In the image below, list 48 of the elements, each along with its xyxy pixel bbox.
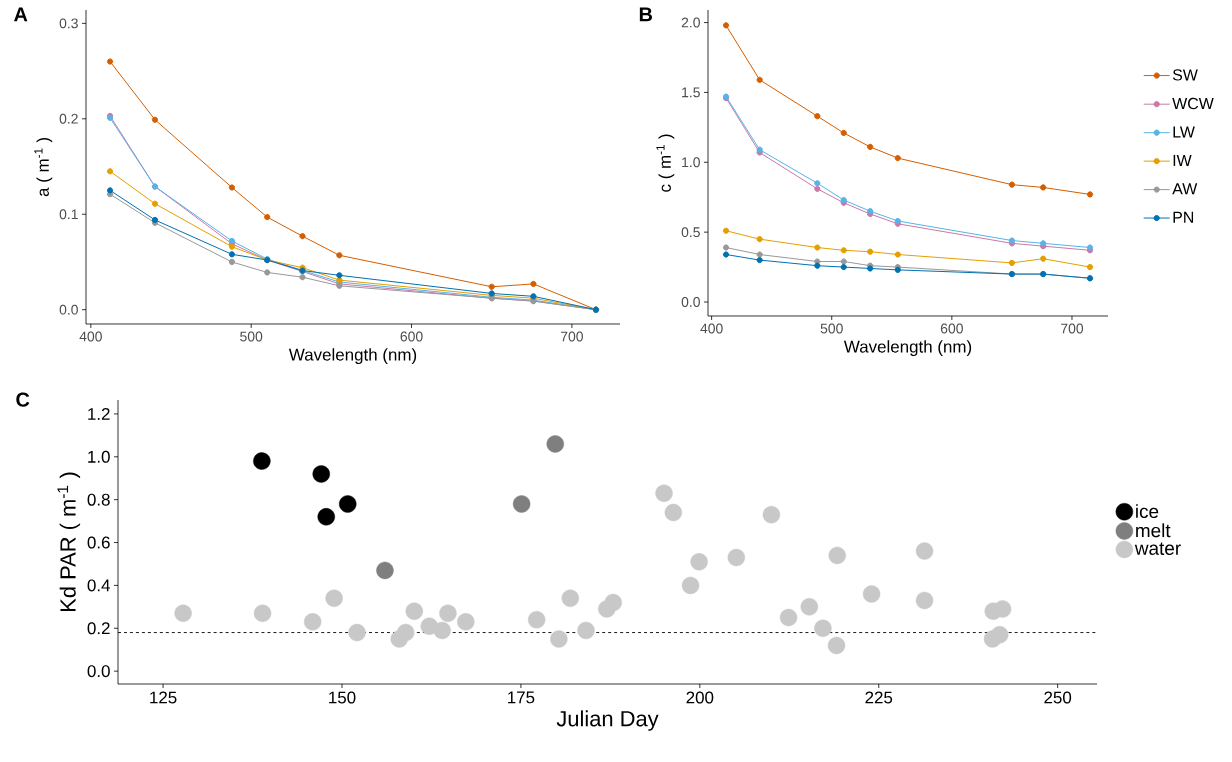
x-tick-label: 400 — [79, 331, 102, 342]
y-tick-label: 1.5 — [682, 87, 700, 98]
legend-label: ice — [1136, 504, 1159, 519]
y-axis-title: c ( m$^{-1}$ ) — [656, 134, 675, 192]
x-tick-label: 225 — [865, 691, 893, 704]
y-axis-title: a ( m$^{-1}$ ) — [34, 138, 53, 197]
y-tick-label: 0.0 — [87, 665, 110, 678]
legend-label: WCW — [1172, 97, 1214, 110]
y-tick-label: 0.4 — [87, 579, 110, 592]
legend-label: melt — [1136, 523, 1171, 538]
y-tick-label: 0.0 — [681, 297, 700, 307]
y-tick-label: 2.0 — [681, 17, 700, 28]
legend-label: IW — [1173, 154, 1192, 166]
x-tick-label: 250 — [1044, 691, 1072, 704]
x-tick-label: 700 — [1061, 323, 1084, 334]
y-tick-label: 0.2 — [59, 113, 78, 124]
x-tick-label: 500 — [820, 323, 843, 334]
legend-label: SW — [1172, 69, 1198, 81]
x-tick-label: 700 — [560, 331, 583, 342]
y-tick-label: 0.8 — [87, 493, 110, 506]
x-tick-label: 200 — [686, 691, 714, 704]
x-tick-label: 125 — [150, 691, 177, 704]
x-tick-label: 500 — [240, 331, 263, 342]
y-tick-label: 1.2 — [88, 408, 110, 420]
x-tick-label: 175 — [508, 691, 535, 704]
x-axis-title: Wavelength (nm) — [288, 348, 417, 365]
y-tick-label: 0.2 — [87, 622, 110, 635]
x-tick-label: 600 — [940, 323, 963, 334]
y-tick-label: 1.0 — [88, 450, 110, 463]
y-tick-label: 0.5 — [681, 227, 700, 238]
x-axis-title: Wavelength (nm) — [843, 340, 972, 357]
y-tick-label: 0.0 — [59, 304, 78, 315]
x-tick-label: 600 — [400, 331, 423, 342]
legend-label: water — [1134, 542, 1181, 555]
y-tick-label: 1.0 — [682, 157, 700, 168]
x-tick-label: 400 — [700, 323, 723, 334]
chart-title: B — [639, 7, 653, 22]
legend-label: PN — [1173, 211, 1194, 223]
chart-title: A — [14, 7, 28, 22]
x-axis-title: Julian Day — [556, 710, 659, 731]
chart-title: C — [16, 392, 30, 407]
legend-label: AW — [1172, 183, 1198, 195]
legend-label: LW — [1173, 126, 1195, 138]
y-tick-label: 0.1 — [59, 209, 78, 220]
y-axis-title: Kd PAR ( m$^{-1}$ ) — [57, 472, 81, 611]
y-tick-label: 0.6 — [87, 536, 110, 549]
y-tick-label: 0.3 — [59, 18, 78, 29]
x-tick-label: 150 — [329, 691, 356, 704]
